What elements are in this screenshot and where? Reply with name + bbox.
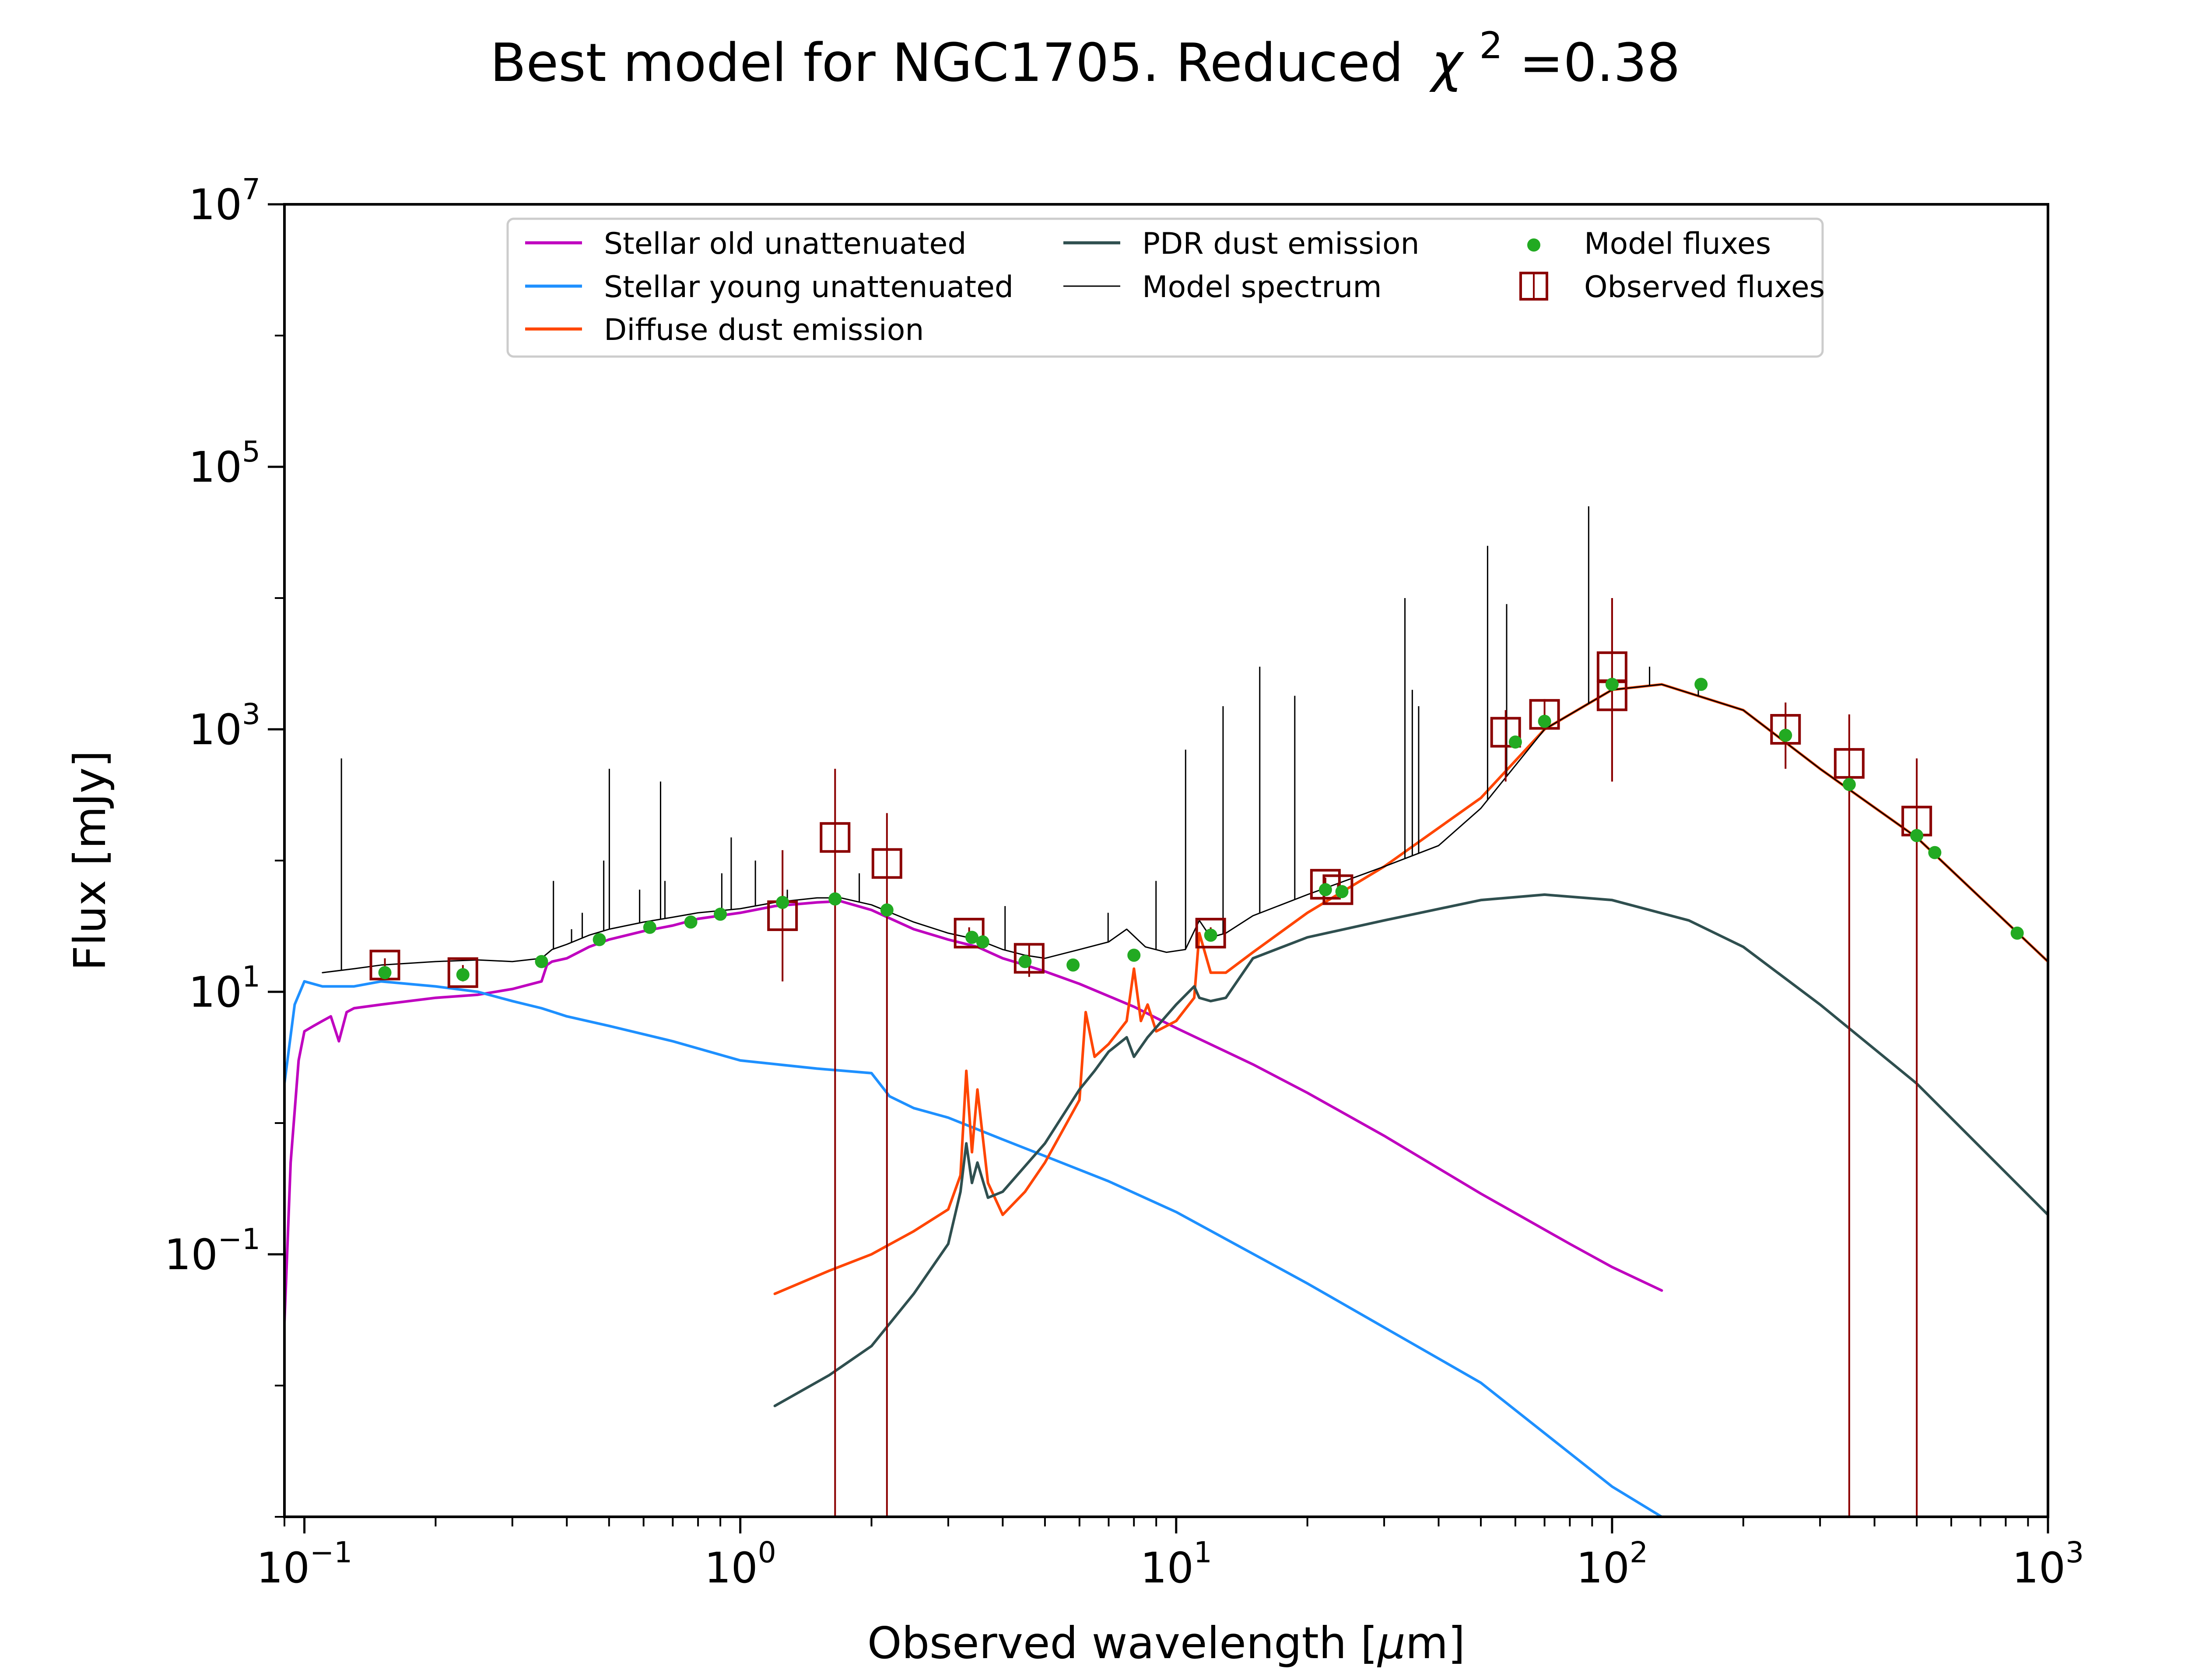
model-flux-point xyxy=(1204,928,1217,942)
title-text: Best model for NGC1705. Reduced xyxy=(490,33,1403,94)
model-flux-point xyxy=(643,920,656,934)
model-flux-point xyxy=(976,935,989,948)
chart-title: Best model for NGC1705. Reduced χ 2 =0.3… xyxy=(490,10,1680,94)
observed-flux-marker xyxy=(447,957,478,988)
model-flux-point xyxy=(1538,714,1551,728)
x-tick-label: 103 xyxy=(2012,1536,2084,1592)
legend-label-stellar-old-unattenuated: Stellar old unattenuated xyxy=(604,227,967,261)
y-axis: 10−1 101 103 105 107 xyxy=(165,172,284,1518)
x-axis: 10−1 100 101 102 103 xyxy=(256,1517,2084,1592)
model-flux-point xyxy=(776,896,789,909)
plot-frame xyxy=(283,203,2049,1518)
title-exponent: 2 xyxy=(1479,24,1502,67)
model-flux-point xyxy=(1508,735,1522,749)
legend-label-model-fluxes: Model fluxes xyxy=(1584,227,1771,261)
plot-area xyxy=(284,506,2048,1517)
model-flux-point xyxy=(965,931,979,944)
observed-flux-marker xyxy=(954,917,985,948)
model-flux-point xyxy=(1335,885,1349,898)
series-line-stellar-old-unattenuated xyxy=(284,900,1663,1324)
model-flux-point xyxy=(684,915,698,929)
observed-flux-marker xyxy=(1834,748,1865,779)
observed-flux-marker xyxy=(820,822,851,853)
x-axis-label-unit: m] xyxy=(1406,1617,1465,1669)
x-axis-label-mu: μ xyxy=(1377,1617,1406,1669)
x-tick-label: 100 xyxy=(705,1536,776,1592)
model-flux-point xyxy=(378,966,392,980)
model-flux-point xyxy=(1910,829,1924,842)
x-axis-label-text: Observed wavelength [ xyxy=(867,1617,1378,1669)
x-tick-label: 102 xyxy=(1576,1536,1648,1592)
model-flux-point xyxy=(1779,728,1792,742)
legend-label-pdr-dust-emission: PDR dust emission xyxy=(1142,227,1420,261)
observed-flux-marker xyxy=(1529,699,1560,730)
legend-box xyxy=(506,217,1824,358)
y-tick-label: 101 xyxy=(189,960,260,1017)
model-flux-point xyxy=(714,907,727,921)
x-axis-label: Observed wavelength [μm] xyxy=(867,1617,1465,1669)
legend-label-observed-fluxes: Observed fluxes xyxy=(1584,270,1825,304)
legend: Stellar old unattenuated Stellar young un… xyxy=(506,217,1825,358)
observed-flux-marker xyxy=(1490,717,1521,748)
title-value: =0.38 xyxy=(1519,33,1680,94)
legend-label-diffuse-dust-emission: Diffuse dust emission xyxy=(604,313,924,347)
model-flux-point xyxy=(456,968,470,981)
series-line-stellar-young-unattenuated xyxy=(284,980,1663,1517)
model-flux-point xyxy=(1842,778,1856,791)
x-tick-label: 101 xyxy=(1140,1536,1212,1592)
model-flux-point xyxy=(1066,958,1080,972)
model-flux-point xyxy=(1605,678,1619,691)
y-tick-label: 10−1 xyxy=(165,1222,260,1279)
model-flux-point xyxy=(2010,926,2024,940)
model-flux-point xyxy=(593,933,606,946)
observed-flux-marker xyxy=(1770,714,1801,745)
x-tick-label: 10−1 xyxy=(256,1536,352,1592)
title-chi: χ xyxy=(1429,33,1464,94)
series-line-diffuse-dust-emission xyxy=(773,683,2048,1295)
y-tick-label: 105 xyxy=(189,435,260,492)
observed-flux-marker xyxy=(871,848,902,879)
model-flux-point xyxy=(880,903,894,917)
observed-flux-marker xyxy=(1013,943,1045,974)
series-line-pdr-dust-emission xyxy=(773,893,2048,1407)
observed-flux-marker xyxy=(1195,917,1226,948)
model-flux-point xyxy=(1018,955,1032,968)
model-flux-point xyxy=(535,955,548,968)
model-flux-point xyxy=(1318,883,1332,896)
model-flux-point xyxy=(1127,948,1141,962)
model-flux-point xyxy=(1694,678,1708,691)
observed-flux-marker xyxy=(1310,869,1341,900)
legend-swatch-model-fluxes xyxy=(1527,238,1540,252)
legend-label-stellar-young-unattenuated: Stellar young unattenuated xyxy=(604,270,1013,304)
y-axis-label: Flux [mJy] xyxy=(64,750,116,971)
model-flux-point xyxy=(828,892,842,906)
model-flux-point xyxy=(1928,846,1942,859)
y-tick-label: 103 xyxy=(189,697,260,754)
y-tick-label: 107 xyxy=(189,172,260,229)
legend-label-model-spectrum: Model spectrum xyxy=(1142,270,1382,304)
